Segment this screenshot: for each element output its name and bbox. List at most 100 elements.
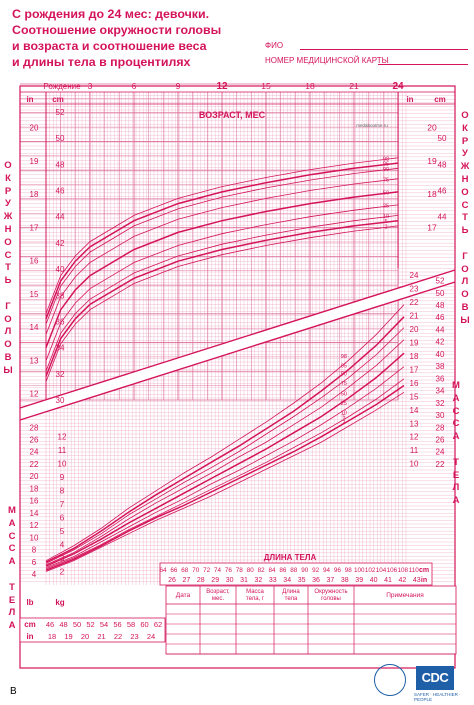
grid-layer: [20, 83, 455, 585]
head-curve-p25: [45, 204, 399, 361]
head-curve-label-p50: 50: [383, 190, 389, 196]
length-cm-tick-106: 106: [387, 567, 398, 574]
weight-kg-tick-3: 3: [60, 554, 65, 563]
head-in-tick-15: 15: [30, 290, 39, 299]
length-cm-tick-100: 100: [354, 567, 365, 574]
length-cm-tick-110: 110: [409, 567, 420, 574]
head-curve-p2: [45, 225, 399, 382]
length-in-tick-29: 29: [211, 577, 219, 584]
table-header-2-b: тела, г: [246, 596, 265, 602]
length-in-tick-39: 39: [355, 577, 363, 584]
head-curve-p75: [45, 178, 399, 335]
frame-layer: [19, 85, 457, 669]
weight-right-lb-tick-40: 40: [436, 350, 445, 359]
head-cm-tick-50: 50: [56, 134, 65, 143]
age-tick-3: 3: [88, 81, 93, 91]
head-in-tick-14: 14: [30, 323, 39, 332]
weight-right-lb-tick-52: 52: [436, 277, 445, 286]
head-curve-p10: [45, 215, 399, 372]
weight-curve-label-p5: 5: [342, 415, 345, 421]
weight-curve-p50: [45, 352, 405, 567]
weight-right-kg-tick-17: 17: [410, 365, 419, 374]
table-header-4-b: головы: [321, 596, 341, 602]
weight-lb-tick-28: 28: [30, 423, 39, 432]
weight-lb-tick-4: 4: [32, 570, 37, 579]
weight-right-kg-tick-10: 10: [410, 460, 419, 469]
weight-kg-tick-7: 7: [60, 500, 65, 509]
length-in-tick-30: 30: [226, 577, 234, 584]
head-in-tick-16: 16: [30, 257, 39, 266]
weight-lb-tick-22: 22: [30, 460, 39, 469]
length-unit-in: in: [421, 577, 427, 584]
percentile-curves: [45, 157, 405, 572]
table-header-3-b: тела: [285, 596, 298, 602]
table-header-0: Дата: [176, 592, 191, 599]
head-curve-label-p5: 5: [384, 219, 387, 225]
head-cm-tick-42: 42: [56, 239, 65, 248]
head-curve-label-p2: 2: [384, 224, 387, 230]
weight-right-lb-tick-48: 48: [436, 301, 445, 310]
length-cm-tick-96: 96: [334, 567, 342, 574]
head-curve-p50: [45, 191, 399, 348]
record-field[interactable]: [378, 64, 468, 65]
age-tick-6: 6: [132, 81, 137, 91]
weight-kg-tick-10: 10: [58, 460, 67, 469]
weight-curve-p10: [45, 378, 405, 570]
length-in-tick-28: 28: [197, 577, 205, 584]
record-label: НОМЕР МЕДИЦИНСКОЙ КАРТЫ: [265, 56, 389, 65]
table-header-2-a: Масса: [246, 589, 264, 595]
age-tick-24: 24: [392, 81, 404, 92]
length-cm-tick-64: 64: [159, 567, 167, 574]
weight-curve-label-p2: 2: [342, 420, 345, 426]
weight-right-lb-tick-32: 32: [436, 399, 445, 408]
head-in-tick-12: 12: [30, 390, 39, 399]
bottom-in-tick-18: 18: [48, 632, 56, 641]
bottom-in-tick-24: 24: [147, 632, 155, 641]
weight-right-kg-tick-19: 19: [410, 338, 419, 347]
weight-kg-tick-8: 8: [60, 487, 65, 496]
head-right-in-tick-17: 17: [427, 222, 437, 232]
head-right-in-tick-19: 19: [427, 156, 437, 166]
head-cm-tick-30: 30: [56, 396, 65, 405]
head-curve-label-p25: 25: [383, 203, 389, 209]
weight-curve-p98: [45, 304, 405, 562]
head-cm-tick-38: 38: [56, 291, 65, 300]
weight-curve-label-p50: 50: [341, 392, 347, 398]
head-cm-tick-34: 34: [56, 344, 65, 353]
weight-curve-label-p10: 10: [341, 411, 347, 417]
length-in-tick-37: 37: [327, 577, 335, 584]
corner-mark: B: [10, 686, 17, 697]
weight-right-kg-tick-21: 21: [410, 311, 419, 320]
bottom-length-box: [19, 617, 166, 643]
bottom-cm-tick-54: 54: [100, 620, 108, 629]
weight-right-kg-tick-24: 24: [410, 271, 419, 280]
weight-curve-p75: [45, 339, 405, 566]
head-in-tick-13: 13: [30, 356, 39, 365]
bottom-unit-in: in: [26, 632, 33, 641]
name-field[interactable]: [300, 49, 468, 50]
head-in-tick-20: 20: [30, 124, 39, 133]
weight-lb-tick-10: 10: [30, 533, 39, 542]
length-axis-title: ДЛИНА ТЕЛА: [264, 553, 317, 562]
bottom-cm-tick-46: 46: [46, 620, 54, 629]
head-curve-p98: [45, 157, 399, 314]
weight-right-lb-tick-44: 44: [436, 325, 445, 334]
weight-right-lb-tick-28: 28: [436, 423, 445, 432]
bottom-cm-tick-50: 50: [73, 620, 81, 629]
age-tick-21: 21: [349, 81, 359, 91]
length-in-tick-41: 41: [384, 577, 392, 584]
weight-right-kg-tick-15: 15: [410, 392, 419, 401]
length-cm-tick-82: 82: [258, 567, 266, 574]
length-in-tick-40: 40: [370, 577, 378, 584]
length-in-tick-31: 31: [240, 577, 248, 584]
length-in-tick-42: 42: [399, 577, 407, 584]
bottom-cm-tick-56: 56: [113, 620, 121, 629]
length-cm-tick-66: 66: [170, 567, 178, 574]
weight-curve-p90: [45, 327, 405, 564]
weight-right-kg-tick-14: 14: [410, 406, 419, 415]
length-unit-cm: cm: [419, 567, 429, 574]
weight-right-kg-tick-11: 11: [410, 446, 419, 455]
head-curve-label-p10: 10: [383, 214, 389, 220]
length-axis-box: [159, 562, 433, 586]
